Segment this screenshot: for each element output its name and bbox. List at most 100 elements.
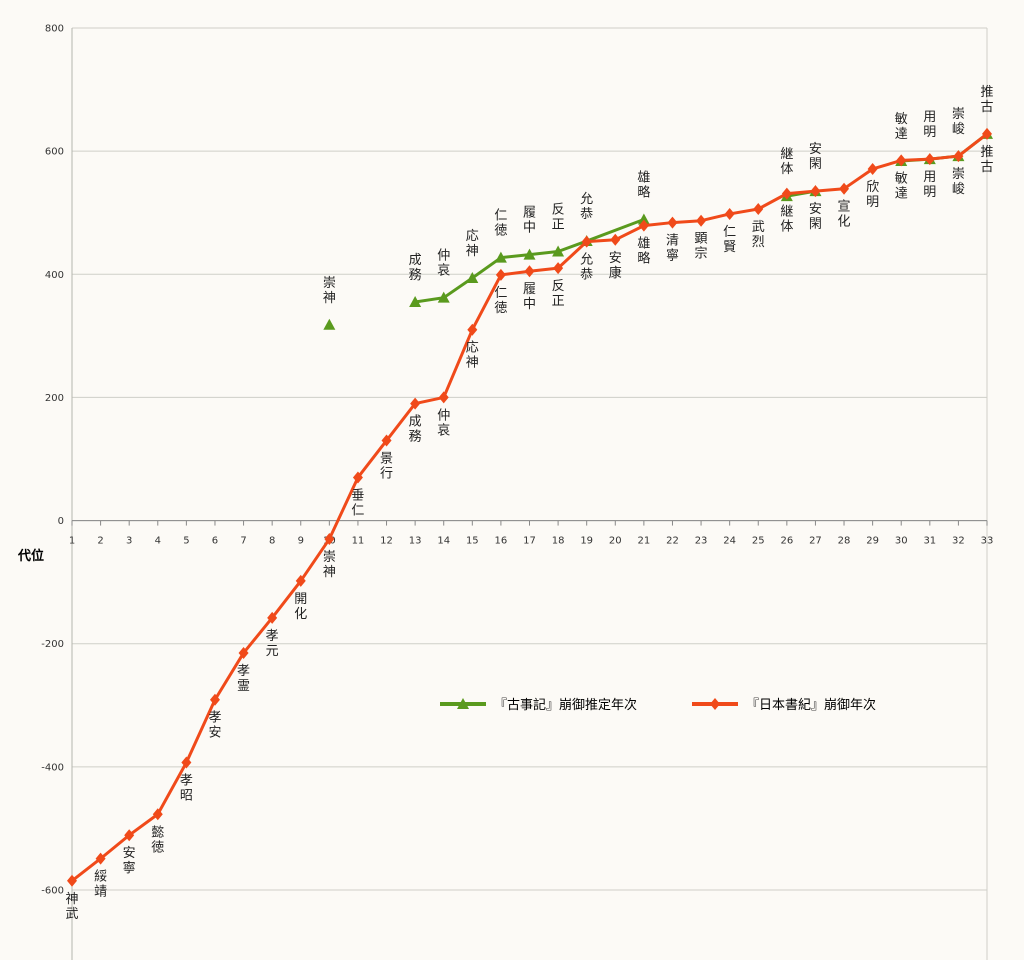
x-tick-label: 21	[638, 536, 651, 547]
x-tick-label: 31	[923, 536, 936, 547]
data-label: 孝	[266, 629, 279, 644]
data-label: 神	[65, 892, 78, 907]
data-label: 霊	[237, 679, 250, 694]
x-tick-label: 23	[695, 536, 708, 547]
data-point	[457, 698, 469, 709]
data-label: 仲	[437, 249, 450, 264]
data-point	[323, 318, 336, 330]
data-label: 宗	[695, 246, 708, 262]
x-tick-label: 22	[666, 536, 679, 547]
data-label: 寧	[666, 248, 679, 264]
data-point	[466, 271, 479, 283]
data-label: 綏	[94, 870, 107, 885]
data-label: 靖	[94, 885, 107, 900]
data-label: 徳	[151, 840, 164, 855]
data-point	[523, 248, 536, 260]
data-point	[381, 434, 392, 447]
x-tick-label: 5	[183, 536, 189, 547]
data-label: 賢	[723, 240, 736, 255]
data-label: 敏	[895, 171, 908, 186]
data-point	[95, 852, 106, 865]
y-tick-label: -600	[41, 886, 64, 897]
data-label: 神	[466, 356, 479, 371]
x-tick-label: 13	[409, 536, 422, 547]
data-label: 仁	[494, 286, 507, 301]
data-label: 安	[809, 202, 822, 217]
data-label: 康	[609, 265, 622, 281]
data-point	[667, 216, 678, 229]
series-nihon-shoki	[67, 127, 992, 887]
data-point	[209, 693, 220, 706]
data-label: 孝	[208, 711, 221, 726]
series-kojiki	[323, 127, 993, 330]
data-label: 化	[294, 607, 307, 622]
data-point	[867, 162, 878, 175]
data-label: 欣	[866, 180, 879, 195]
data-point	[238, 646, 249, 659]
data-label: 用	[923, 110, 936, 125]
x-tick-label: 20	[609, 536, 622, 547]
legend-label: 『日本書紀』崩御年次	[746, 697, 876, 713]
data-label: 仁	[494, 209, 507, 224]
data-label: 仁	[723, 225, 736, 240]
legend-item: 『古事記』崩御推定年次	[440, 697, 637, 713]
data-label: 成	[409, 253, 422, 268]
data-label: 神	[323, 291, 336, 306]
data-label: 明	[866, 195, 879, 210]
y-tick-label: 800	[45, 24, 64, 35]
data-point	[839, 182, 850, 195]
x-tick-label: 26	[780, 536, 793, 547]
data-point	[524, 265, 535, 278]
series	[67, 127, 993, 887]
x-tick-label: 15	[466, 536, 479, 547]
data-label: 明	[923, 185, 936, 200]
x-tick-label: 4	[155, 536, 161, 547]
x-tick-label: 24	[723, 536, 736, 547]
data-label: 安	[609, 251, 622, 266]
data-point	[410, 397, 421, 410]
data-label: 崇	[323, 276, 336, 291]
x-tick-label: 29	[866, 536, 879, 547]
data-label: 清	[666, 234, 679, 249]
data-point	[581, 235, 592, 248]
data-label: 閑	[809, 157, 822, 172]
y-tick-label: -400	[41, 762, 64, 773]
data-label: 行	[380, 467, 393, 482]
x-tick-label: 11	[352, 536, 365, 547]
data-label: 武	[752, 220, 765, 235]
data-label: 推	[980, 145, 993, 160]
data-label: 元	[266, 644, 279, 659]
x-tick-label: 2	[97, 536, 103, 547]
data-label: 昭	[180, 789, 193, 804]
data-label: 孝	[237, 664, 250, 679]
data-label: 略	[637, 184, 650, 200]
x-tick-label: 3	[126, 536, 132, 547]
gridlines	[72, 27, 987, 891]
x-tick-label: 27	[809, 536, 822, 547]
data-point	[781, 187, 792, 200]
y-tick-label: 200	[45, 393, 64, 404]
data-label: 達	[895, 127, 908, 142]
data-point	[409, 295, 422, 307]
data-label: 武	[65, 907, 78, 922]
x-tick-label: 32	[952, 536, 965, 547]
data-label: 継	[780, 147, 793, 162]
data-point	[610, 233, 621, 246]
y-tick-label: 400	[45, 270, 64, 281]
data-point	[495, 268, 506, 281]
data-label: 中	[523, 297, 536, 312]
data-label: 崇	[952, 167, 965, 182]
data-point	[553, 262, 564, 275]
data-label: 允	[580, 191, 593, 207]
data-label: 敏	[895, 112, 908, 127]
x-tick-label: 17	[523, 536, 536, 547]
data-point	[494, 251, 507, 263]
series-line	[414, 218, 645, 304]
data-point	[724, 207, 735, 220]
data-label: 古	[980, 100, 993, 115]
data-label: 安	[809, 142, 822, 157]
data-point	[438, 391, 449, 404]
data-label: 成	[409, 415, 422, 430]
